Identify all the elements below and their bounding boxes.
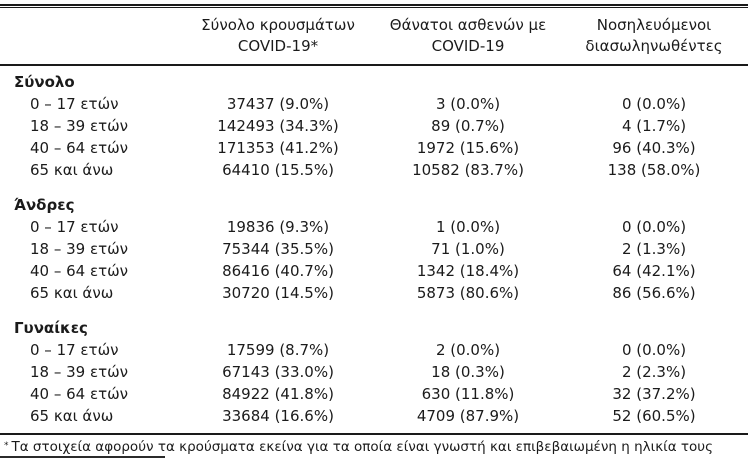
intubated-value: 2 (1.3%) <box>621 240 687 258</box>
table-row: 18 – 39 ετών 142493 (34.3%) 89 (0.7%) 4 … <box>0 115 748 137</box>
intubated-column-header: Νοσηλευόμενοι διασωληνωθέντες <box>560 9 748 65</box>
row-label-column-header <box>0 9 180 65</box>
deaths-value: 3 (0.0%) <box>435 95 501 113</box>
section-label: Γυναίκες <box>14 319 88 337</box>
cases-value: 37437 (9.0%) <box>226 95 330 113</box>
intubated-value: 138 (58.0%) <box>607 161 701 179</box>
deaths-value: 1 (0.0%) <box>435 218 501 236</box>
deaths-value: 71 (1.0%) <box>431 240 505 258</box>
cases-value: 84922 (41.8%) <box>222 385 334 403</box>
deaths-value: 10582 (83.7%) <box>412 161 524 179</box>
intubated-value: 2 (2.3%) <box>621 363 687 381</box>
cases-value: 67143 (33.0%) <box>222 363 334 381</box>
cases-column-header: Σύνολο κρουσμάτων COVID-19* <box>180 9 376 65</box>
section-header-men: Άνδρες <box>0 181 748 216</box>
footnote-text: Τα στοιχεία αφορούν τα κρούσματα εκείνα … <box>11 439 714 455</box>
age-group-label: 18 – 39 ετών <box>30 117 129 135</box>
age-group-label: 18 – 39 ετών <box>30 240 129 258</box>
table-row: 65 και άνω 33684 (16.6%) 4709 (87.9%) 52… <box>0 405 748 427</box>
deaths-value: 89 (0.7%) <box>431 117 505 135</box>
age-group-label: 65 και άνω <box>30 161 114 179</box>
section-label: Σύνολο <box>14 73 75 91</box>
cases-value: 30720 (14.5%) <box>222 284 334 302</box>
intubated-value: 0 (0.0%) <box>621 95 687 113</box>
table-row: 40 – 64 ετών 84922 (41.8%) 630 (11.8%) 3… <box>0 383 748 405</box>
covid-statistics-table: Σύνολο κρουσμάτων COVID-19* Θάνατοι ασθε… <box>0 9 748 427</box>
intubated-value: 32 (37.2%) <box>612 385 696 403</box>
cases-header-line2: COVID-19* <box>237 37 319 55</box>
intubated-value: 64 (42.1%) <box>612 262 696 280</box>
deaths-value: 4709 (87.9%) <box>416 407 520 425</box>
intubated-value: 86 (56.6%) <box>612 284 696 302</box>
deaths-value: 1972 (15.6%) <box>416 139 520 157</box>
table-row: 0 – 17 ετών 19836 (9.3%) 1 (0.0%) 0 (0.0… <box>0 216 748 238</box>
bottom-partial-rule <box>0 456 165 458</box>
intubated-header-line1: Νοσηλευόμενοι <box>596 16 712 34</box>
intubated-value: 96 (40.3%) <box>612 139 696 157</box>
deaths-column-header: Θάνατοι ασθενών με COVID-19 <box>376 9 560 65</box>
age-group-label: 40 – 64 ετών <box>30 139 129 157</box>
age-group-label: 65 και άνω <box>30 407 114 425</box>
intubated-value: 0 (0.0%) <box>621 218 687 236</box>
intubated-value: 0 (0.0%) <box>621 341 687 359</box>
age-group-label: 65 και άνω <box>30 284 114 302</box>
age-group-label: 0 – 17 ετών <box>30 341 119 359</box>
cases-header-line1: Σύνολο κρουσμάτων <box>201 16 355 34</box>
top-double-rule <box>0 4 748 8</box>
table-row: 65 και άνω 64410 (15.5%) 10582 (83.7%) 1… <box>0 159 748 181</box>
cases-value: 19836 (9.3%) <box>226 218 330 236</box>
cases-value: 171353 (41.2%) <box>217 139 339 157</box>
cases-value: 17599 (8.7%) <box>226 341 330 359</box>
table-row: 0 – 17 ετών 17599 (8.7%) 2 (0.0%) 0 (0.0… <box>0 339 748 361</box>
table-row: 18 – 39 ετών 67143 (33.0%) 18 (0.3%) 2 (… <box>0 361 748 383</box>
table-row: 18 – 39 ετών 75344 (35.5%) 71 (1.0%) 2 (… <box>0 238 748 260</box>
intubated-value: 52 (60.5%) <box>612 407 696 425</box>
deaths-value: 2 (0.0%) <box>435 341 501 359</box>
cases-value: 33684 (16.6%) <box>222 407 334 425</box>
intubated-value: 4 (1.7%) <box>621 117 687 135</box>
cases-value: 64410 (15.5%) <box>222 161 334 179</box>
table-row: 65 και άνω 30720 (14.5%) 5873 (80.6%) 86… <box>0 282 748 304</box>
age-group-label: 0 – 17 ετών <box>30 218 119 236</box>
section-header-women: Γυναίκες <box>0 304 748 339</box>
cases-value: 142493 (34.3%) <box>217 117 339 135</box>
deaths-value: 5873 (80.6%) <box>416 284 520 302</box>
section-label: Άνδρες <box>14 196 75 214</box>
deaths-value: 18 (0.3%) <box>431 363 505 381</box>
cases-value: 75344 (35.5%) <box>222 240 334 258</box>
table-row: 40 – 64 ετών 86416 (40.7%) 1342 (18.4%) … <box>0 260 748 282</box>
age-group-label: 18 – 39 ετών <box>30 363 129 381</box>
age-group-label: 0 – 17 ετών <box>30 95 119 113</box>
deaths-header-line1: Θάνατοι ασθενών με <box>389 16 547 34</box>
table-footnote: * Τα στοιχεία αφορούν τα κρούσματα εκείνα… <box>0 433 748 456</box>
cases-value: 86416 (40.7%) <box>222 262 334 280</box>
age-group-label: 40 – 64 ετών <box>30 385 129 403</box>
intubated-header-line2: διασωληνωθέντες <box>585 37 723 55</box>
table-header-row: Σύνολο κρουσμάτων COVID-19* Θάνατοι ασθε… <box>0 9 748 65</box>
age-group-label: 40 – 64 ετών <box>30 262 129 280</box>
table-row: 40 – 64 ετών 171353 (41.2%) 1972 (15.6%)… <box>0 137 748 159</box>
deaths-header-line2: COVID-19 <box>431 37 505 55</box>
section-header-total: Σύνολο <box>0 65 748 93</box>
table-row: 0 – 17 ετών 37437 (9.0%) 3 (0.0%) 0 (0.0… <box>0 93 748 115</box>
deaths-value: 630 (11.8%) <box>421 385 515 403</box>
footnote-asterisk: * <box>4 441 9 451</box>
deaths-value: 1342 (18.4%) <box>416 262 520 280</box>
